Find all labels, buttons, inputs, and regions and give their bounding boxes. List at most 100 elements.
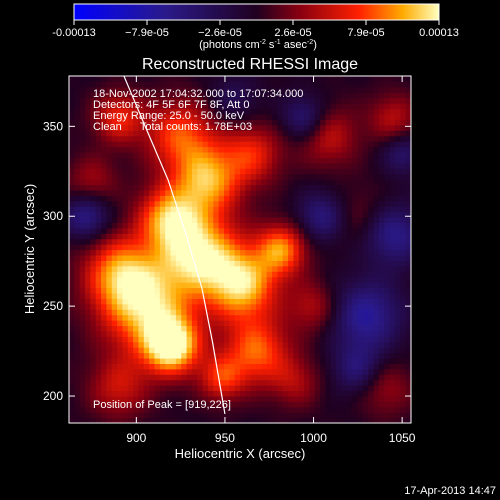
heatmap-cell bbox=[346, 113, 353, 120]
heatmap-cell bbox=[336, 314, 343, 321]
heatmap-cell bbox=[330, 368, 337, 375]
heatmap-cell bbox=[234, 113, 241, 120]
heatmap-cell bbox=[143, 124, 150, 131]
heatmap-cell bbox=[336, 282, 343, 289]
heatmap-cell bbox=[250, 292, 257, 299]
heatmap-cell bbox=[191, 222, 198, 229]
heatmap-cell bbox=[170, 113, 177, 120]
heatmap-cell bbox=[74, 303, 81, 310]
heatmap-cell bbox=[378, 276, 385, 283]
heatmap-cell bbox=[191, 173, 198, 180]
heatmap-cell bbox=[288, 124, 295, 131]
heatmap-cell bbox=[320, 81, 327, 88]
heatmap-cell bbox=[346, 314, 353, 321]
heatmap-cell bbox=[389, 244, 396, 251]
heatmap-cell bbox=[213, 103, 220, 110]
heatmap-cell bbox=[186, 374, 193, 381]
heatmap-cell bbox=[309, 211, 316, 218]
heatmap-cell bbox=[229, 379, 236, 386]
heatmap-cell bbox=[357, 81, 364, 88]
heatmap-cell bbox=[330, 287, 337, 294]
heatmap-cell bbox=[122, 195, 129, 202]
heatmap-cell bbox=[266, 97, 273, 104]
heatmap-cell bbox=[394, 76, 401, 83]
heatmap-cell bbox=[111, 309, 118, 316]
heatmap-cell bbox=[229, 76, 236, 83]
heatmap-cell bbox=[261, 119, 268, 126]
heatmap-cell bbox=[341, 195, 348, 202]
heatmap-cell bbox=[293, 195, 300, 202]
heatmap-cell bbox=[336, 222, 343, 229]
heatmap-cell bbox=[149, 146, 156, 153]
y-axis-label: Heliocentric Y (arcsec) bbox=[22, 184, 37, 314]
heatmap-cell bbox=[213, 298, 220, 305]
heatmap-cell bbox=[202, 119, 209, 126]
heatmap-cell bbox=[272, 352, 278, 359]
x-tick-label: 950 bbox=[215, 431, 235, 445]
heatmap-cell bbox=[79, 260, 86, 267]
heatmap-cell bbox=[330, 401, 337, 408]
heatmap-cell bbox=[95, 395, 102, 402]
heatmap-cell bbox=[74, 417, 81, 423]
heatmap-cell bbox=[159, 330, 166, 337]
heatmap-cell bbox=[101, 292, 107, 299]
heatmap-cell bbox=[69, 108, 75, 115]
heatmap-cell bbox=[197, 357, 204, 364]
heatmap-cell bbox=[229, 276, 236, 283]
heatmap-cell bbox=[197, 124, 204, 131]
heatmap-cell bbox=[245, 97, 252, 104]
heatmap-cell bbox=[181, 352, 188, 359]
heatmap-cell bbox=[159, 298, 166, 305]
heatmap-cell bbox=[202, 265, 209, 272]
heatmap-cell bbox=[400, 168, 407, 175]
heatmap-cell bbox=[325, 146, 332, 153]
heatmap-cell bbox=[298, 141, 305, 148]
heatmap-cell bbox=[101, 282, 107, 289]
heatmap-cell bbox=[373, 385, 380, 392]
heatmap-cell bbox=[101, 216, 107, 223]
heatmap-cell bbox=[405, 216, 411, 223]
heatmap-cell bbox=[234, 124, 241, 131]
heatmap-cell bbox=[277, 92, 284, 99]
heatmap-cell bbox=[304, 336, 311, 343]
heatmap-cell bbox=[325, 113, 332, 120]
heatmap-cell bbox=[234, 292, 241, 299]
heatmap-cell bbox=[309, 325, 316, 332]
heatmap-cell bbox=[320, 319, 327, 326]
heatmap-cell bbox=[309, 157, 316, 164]
heatmap-cell bbox=[175, 309, 182, 316]
heatmap-cell bbox=[186, 401, 193, 408]
heatmap-cell bbox=[170, 173, 177, 180]
heatmap-cell bbox=[143, 173, 150, 180]
heatmap-cell bbox=[175, 103, 182, 110]
heatmap-cell bbox=[245, 406, 252, 413]
heatmap-cell bbox=[266, 86, 273, 93]
heatmap-cell bbox=[357, 227, 364, 234]
heatmap-cell bbox=[245, 417, 252, 423]
heatmap-cell bbox=[394, 179, 401, 186]
heatmap-cell bbox=[314, 319, 321, 326]
heatmap-cell bbox=[207, 314, 214, 321]
heatmap-cell bbox=[336, 162, 343, 169]
heatmap-cell bbox=[277, 130, 284, 137]
heatmap-cell bbox=[330, 412, 337, 419]
heatmap-cell bbox=[405, 141, 411, 148]
heatmap-cell bbox=[191, 86, 198, 93]
heatmap-cell bbox=[352, 319, 359, 326]
heatmap-cell bbox=[389, 222, 396, 229]
heatmap-cell bbox=[405, 368, 411, 375]
heatmap-cell bbox=[266, 168, 273, 175]
heatmap-cell bbox=[181, 406, 188, 413]
heatmap-cell bbox=[122, 276, 129, 283]
heatmap-cell bbox=[186, 330, 193, 337]
heatmap-cell bbox=[346, 173, 353, 180]
heatmap-cell bbox=[218, 157, 225, 164]
heatmap-cell bbox=[400, 146, 407, 153]
heatmap-cell bbox=[352, 309, 359, 316]
heatmap-cell bbox=[202, 254, 209, 261]
heatmap-cell bbox=[240, 162, 246, 169]
heatmap-cell bbox=[165, 276, 172, 283]
heatmap-cell bbox=[229, 151, 236, 158]
heatmap-cell bbox=[288, 227, 295, 234]
heatmap-cell bbox=[197, 200, 204, 207]
